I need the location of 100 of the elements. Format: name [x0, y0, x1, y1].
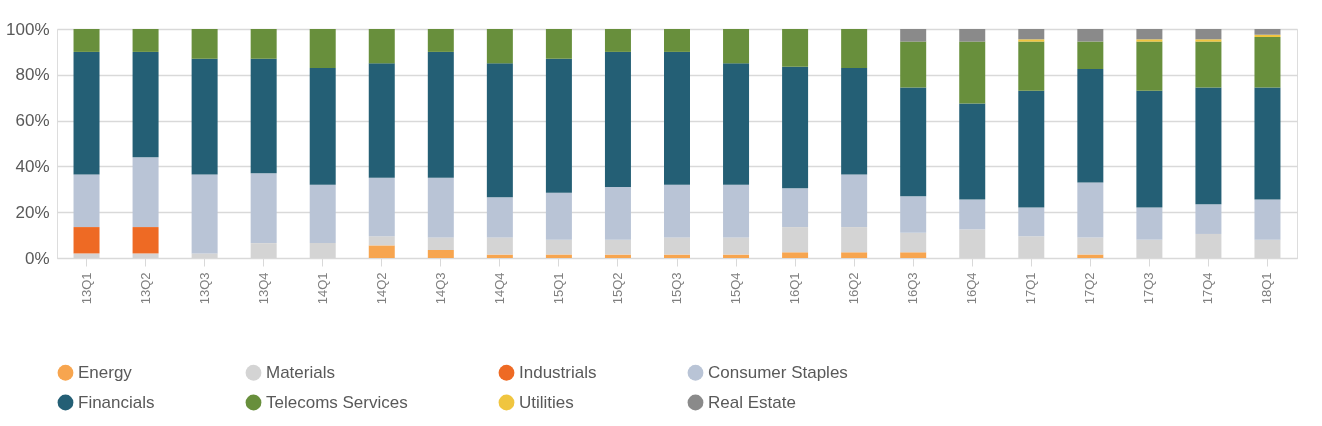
bar — [73, 29, 100, 52]
bar — [1018, 29, 1045, 40]
bar — [900, 196, 927, 233]
bar — [1195, 39, 1222, 42]
bar — [1077, 29, 1104, 42]
x-tick-label: 17Q1 — [1023, 272, 1039, 305]
bar — [782, 188, 809, 228]
x-tick-label: 16Q3 — [905, 272, 921, 305]
bar — [1195, 204, 1222, 234]
bar — [1195, 41, 1222, 88]
bar — [1018, 39, 1045, 42]
bar — [900, 41, 927, 88]
bar — [723, 29, 750, 64]
bar — [427, 51, 454, 178]
bar — [841, 29, 868, 68]
x-tick-label: 14Q4 — [491, 272, 507, 305]
bar — [1018, 207, 1045, 237]
bar — [1136, 29, 1163, 40]
bar — [545, 192, 572, 240]
bar — [1254, 199, 1281, 240]
bar — [604, 29, 631, 52]
bar — [1254, 29, 1281, 35]
bar — [1077, 41, 1104, 70]
bar — [73, 227, 100, 254]
legend-label: Industrials — [519, 362, 597, 382]
bar — [841, 174, 868, 228]
bar — [841, 67, 868, 175]
legend-label: Utilities — [519, 392, 574, 412]
bar — [368, 245, 395, 258]
bar — [1254, 87, 1281, 200]
bar — [368, 29, 395, 64]
y-tick-label: 40% — [15, 156, 50, 176]
x-tick-label: 17Q3 — [1141, 272, 1157, 305]
bar — [1195, 29, 1222, 40]
x-tick-label: 15Q1 — [550, 272, 566, 305]
bar — [1136, 39, 1163, 42]
bar — [191, 58, 218, 175]
bar — [723, 63, 750, 185]
x-tick-label: 18Q1 — [1259, 272, 1275, 305]
bar — [959, 103, 986, 200]
bar — [132, 29, 159, 52]
bar — [250, 58, 277, 174]
bar — [368, 236, 395, 246]
x-tick-label: 17Q4 — [1200, 272, 1216, 305]
x-tick-label: 13Q1 — [78, 272, 94, 305]
x-tick-label: 13Q4 — [255, 272, 271, 305]
bar — [664, 184, 690, 238]
bar — [604, 51, 631, 188]
bar — [1136, 90, 1163, 208]
x-tick-label: 17Q2 — [1082, 272, 1098, 305]
x-tick-label: 16Q2 — [846, 272, 862, 305]
bar — [191, 29, 218, 59]
y-tick-label: 60% — [15, 111, 50, 131]
x-tick-label: 13Q3 — [196, 272, 212, 305]
y-tick-label: 0% — [24, 248, 50, 268]
bar — [1077, 182, 1104, 238]
bar — [1018, 90, 1045, 208]
bar — [132, 227, 159, 254]
bar — [545, 29, 572, 59]
bar — [191, 174, 218, 254]
bar — [782, 227, 809, 253]
bar — [900, 87, 927, 197]
legend-label: Telecoms Services — [266, 392, 408, 412]
bar — [309, 184, 336, 244]
bar — [545, 58, 572, 193]
bar — [723, 237, 750, 255]
bar — [841, 252, 868, 258]
bar — [309, 29, 336, 68]
bar — [368, 177, 395, 237]
bar — [664, 237, 690, 255]
bar — [486, 63, 513, 198]
bar — [664, 29, 690, 52]
bar — [427, 249, 454, 258]
bar — [73, 174, 100, 228]
bar — [1077, 237, 1104, 255]
bar — [427, 29, 454, 52]
y-tick-label: 20% — [15, 202, 50, 222]
bar — [782, 29, 809, 67]
x-tick-label: 14Q2 — [373, 272, 389, 305]
legend-label: Financials — [78, 392, 155, 412]
bar — [900, 29, 927, 42]
bar — [1195, 87, 1222, 205]
x-tick-label: 14Q3 — [432, 272, 448, 305]
bar — [900, 232, 927, 253]
bar — [486, 237, 513, 255]
x-tick-label: 13Q2 — [137, 272, 153, 305]
bar — [900, 252, 927, 258]
x-tick-label: 16Q4 — [964, 272, 980, 305]
bar — [604, 239, 631, 255]
bar — [782, 252, 809, 258]
bar — [1018, 41, 1045, 91]
bar — [1077, 69, 1104, 183]
bar — [250, 29, 277, 59]
bar — [604, 187, 631, 240]
bar — [1254, 37, 1281, 88]
legend-label: Materials — [266, 362, 335, 382]
bar — [723, 184, 750, 238]
bar — [368, 63, 395, 178]
bar — [132, 157, 159, 228]
y-tick-label: 80% — [15, 65, 50, 85]
